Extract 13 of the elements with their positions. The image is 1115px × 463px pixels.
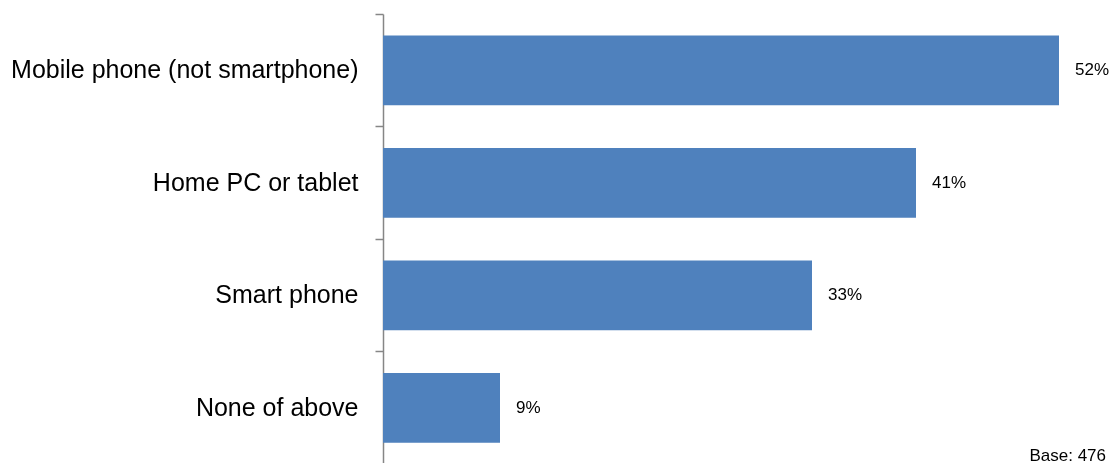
data-label: 52% [1075,60,1110,80]
y-tick-label: Mobile phone (not smartphone) [11,55,359,84]
bar [383,260,812,331]
y-tick-label: Smart phone [215,280,359,309]
y-tick-label: None of above [195,392,359,421]
bar [383,372,500,443]
annotation: Base: 476 [1029,446,1106,463]
data-label: 33% [828,285,863,305]
data-label: 9% [516,397,541,417]
bar [383,35,1059,106]
bar [383,147,916,218]
data-label: 41% [932,172,967,192]
y-tick-label: Home PC or tablet [152,167,359,196]
